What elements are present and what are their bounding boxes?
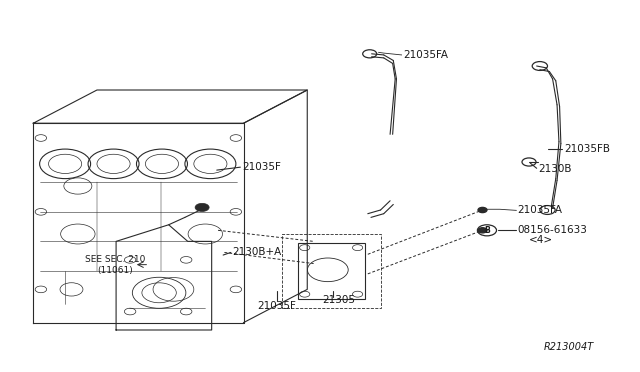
- Text: 21305: 21305: [323, 295, 356, 305]
- Text: B: B: [484, 226, 490, 235]
- Text: (11061): (11061): [97, 266, 132, 275]
- Circle shape: [478, 228, 487, 233]
- Text: 21035FA: 21035FA: [403, 50, 448, 60]
- Text: SEE SEC. 210: SEE SEC. 210: [84, 254, 145, 264]
- Text: 21035FA: 21035FA: [518, 205, 563, 215]
- Circle shape: [363, 50, 377, 58]
- Text: <4>: <4>: [529, 235, 553, 245]
- Text: 21035F: 21035F: [243, 162, 281, 172]
- Circle shape: [532, 62, 547, 70]
- Circle shape: [195, 203, 209, 211]
- Circle shape: [540, 206, 555, 214]
- Text: 08156-61633: 08156-61633: [518, 225, 588, 235]
- Circle shape: [522, 158, 536, 166]
- Bar: [298, 243, 365, 299]
- Text: 2130B+A: 2130B+A: [232, 247, 282, 257]
- Circle shape: [478, 208, 487, 212]
- Text: 21035FB: 21035FB: [564, 144, 610, 154]
- Text: 21035F: 21035F: [257, 301, 296, 311]
- Text: R213004T: R213004T: [544, 341, 594, 352]
- Text: 2130B: 2130B: [539, 164, 572, 174]
- Bar: [282, 234, 381, 308]
